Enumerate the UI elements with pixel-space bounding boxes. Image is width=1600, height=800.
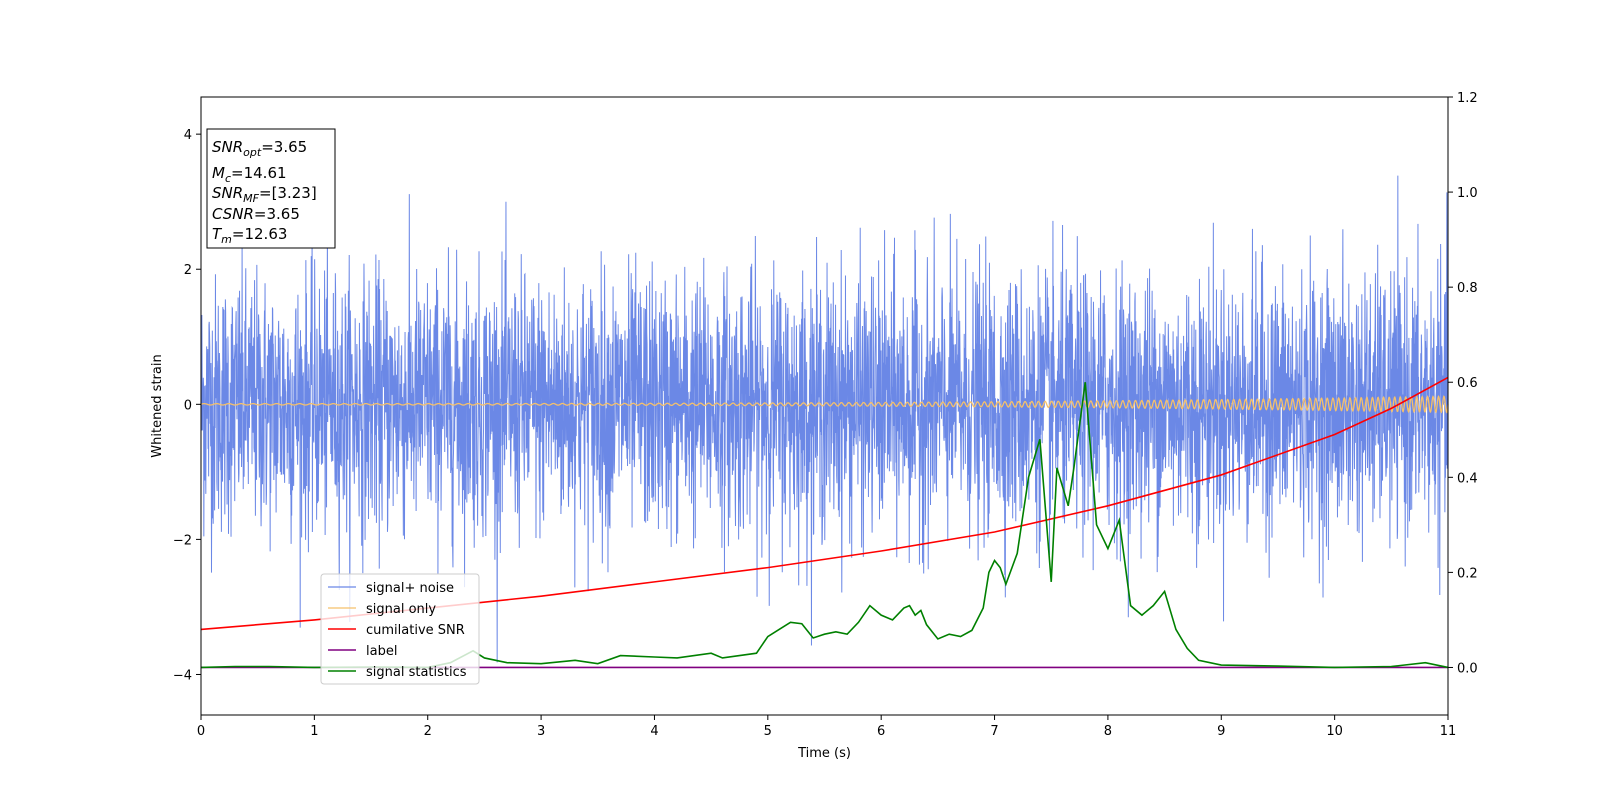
x-tick-label: 8 [1104, 724, 1112, 739]
series-signal-only-line [200, 395, 1449, 414]
y2-tick-label: 1.0 [1457, 186, 1478, 201]
legend-label: signal+ noise [366, 581, 454, 596]
y-tick-label: −2 [173, 533, 192, 548]
annotation-tm: Tm=12.63 [212, 225, 287, 246]
legend-label: label [366, 644, 397, 659]
legend-label: signal statistics [366, 665, 467, 680]
y2-tick-label: 0.6 [1457, 376, 1478, 391]
x-tick-label: 5 [764, 724, 772, 739]
x-tick-label: 9 [1217, 724, 1225, 739]
y-axis-label: Whitened strain [150, 354, 165, 457]
plot-frame [200, 96, 1449, 716]
x-tick-label: 3 [537, 724, 545, 739]
legend-label: signal only [366, 602, 436, 617]
x-tick-label: 1 [310, 724, 318, 739]
x-tick-label: 11 [1440, 724, 1457, 739]
x-tick-label: 7 [990, 724, 998, 739]
annotation-frame [206, 128, 336, 249]
y2-tick-label: 0.0 [1457, 661, 1478, 676]
annotation-mc: Mc=14.61 [212, 164, 287, 185]
legend-entries: signal+ noise signal only cumilative SNR la… [328, 581, 467, 680]
legend-frame [320, 573, 480, 685]
axis-layer: 0 1 2 3 4 5 6 7 8 9 10 11 4 2 0 −2 −4 1.2 1.0 0.8 0.6 0.4 0.2 0… [173, 91, 1478, 739]
x-tick-label: 2 [424, 724, 432, 739]
y-tick-label: 4 [184, 128, 192, 143]
y-tick-label: −4 [173, 668, 192, 683]
legend: signal+ noise signal only cumilative SNR la… [320, 573, 480, 685]
y2-tick-label: 0.2 [1457, 566, 1478, 581]
annotation-csnr: CSNR=3.65 [212, 205, 300, 223]
y-tick-label: 2 [184, 263, 192, 278]
series-signal-statistics-line [200, 382, 1449, 669]
annotation-snr-mf: SNRMF=[3.23] [212, 184, 317, 205]
annotation-box: SNRopt=3.65 Mc=14.61 SNRMF=[3.23] CSNR=3… [206, 128, 336, 249]
series-signal-noise-line [201, 175, 1448, 663]
y-tick-label: 0 [184, 398, 192, 413]
x-tick-label: 0 [197, 724, 205, 739]
y2-tick-label: 1.2 [1457, 91, 1478, 106]
y2-tick-label: 0.8 [1457, 281, 1478, 296]
y2-tick-label: 0.4 [1457, 471, 1478, 486]
x-tick-label: 6 [877, 724, 885, 739]
annotation-snr-opt: SNRopt=3.65 [212, 138, 307, 159]
x-axis-label: Time (s) [797, 746, 851, 761]
x-tick-label: 10 [1326, 724, 1343, 739]
x-tick-label: 4 [650, 724, 658, 739]
legend-label: cumilative SNR [366, 623, 465, 638]
